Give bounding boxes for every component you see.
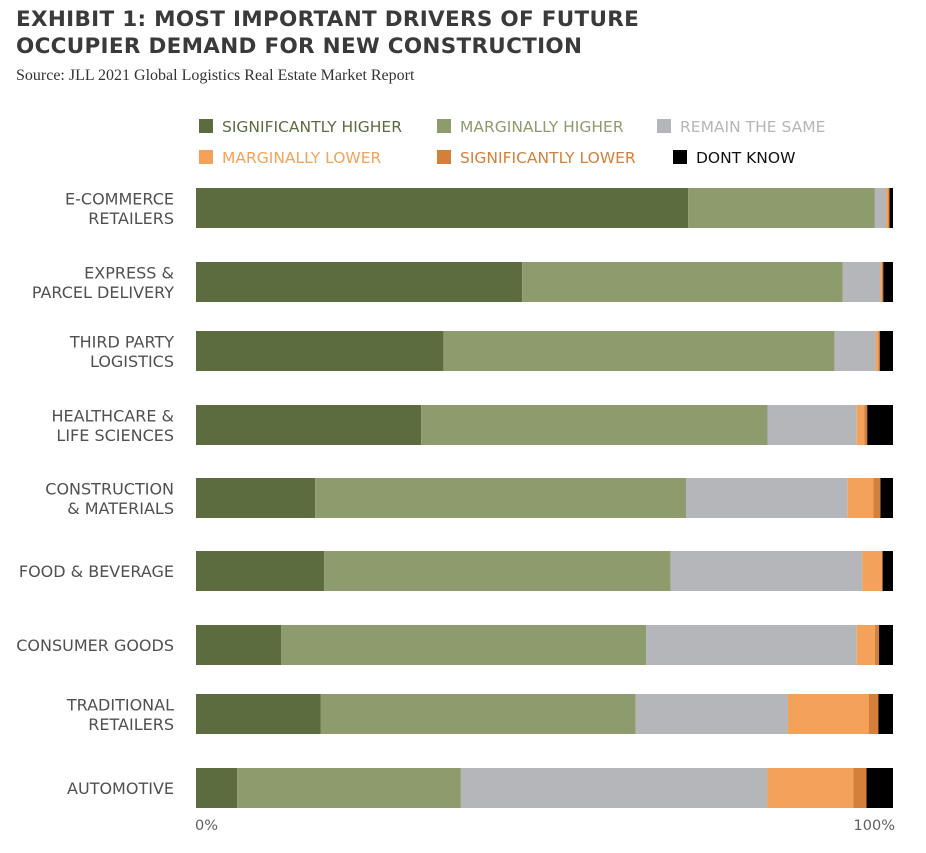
category-label-2-line-1: EXPRESS & bbox=[84, 263, 174, 282]
bar-segment-7-6 bbox=[879, 625, 893, 665]
bar-segment-4-1 bbox=[196, 405, 422, 445]
category-label-7-line-1: CONSUMER GOODS bbox=[16, 636, 174, 655]
bar-segment-5-2 bbox=[315, 478, 686, 518]
bar-segment-3-1 bbox=[196, 331, 444, 371]
bar-segment-9-4 bbox=[767, 768, 854, 808]
bar-segment-2-3 bbox=[842, 262, 881, 302]
bar-segment-8-5 bbox=[868, 694, 879, 734]
bar-segment-4-5 bbox=[864, 405, 868, 445]
chart-title: EXHIBIT 1: MOST IMPORTANT DRIVERS OF FUT… bbox=[16, 6, 639, 60]
chart-title-line-1: EXHIBIT 1: MOST IMPORTANT DRIVERS OF FUT… bbox=[16, 7, 640, 32]
legend-swatch-2 bbox=[437, 119, 451, 133]
bar-segment-4-4 bbox=[856, 405, 865, 445]
bar-segment-4-2 bbox=[421, 405, 768, 445]
legend-swatch-5 bbox=[437, 150, 451, 164]
bar-segment-3-5 bbox=[878, 331, 880, 371]
category-label-3-line-1: THIRD PARTY bbox=[69, 332, 174, 351]
bar-segment-3-6 bbox=[879, 331, 893, 371]
legend-label-6: DONT KNOW bbox=[696, 149, 795, 167]
bar-segment-1-6 bbox=[889, 188, 894, 228]
category-label-2-line-2: PARCEL DELIVERY bbox=[32, 283, 174, 302]
bar-segment-2-2 bbox=[522, 262, 843, 302]
x-tick-label-100: 100% bbox=[854, 818, 895, 834]
bar-segment-7-2 bbox=[281, 625, 647, 665]
bar-segment-5-4 bbox=[847, 478, 874, 518]
bar-segment-2-6 bbox=[883, 262, 893, 302]
bar-segment-4-3 bbox=[767, 405, 857, 445]
bar-segment-6-4 bbox=[862, 551, 883, 591]
bar-segment-1-5 bbox=[888, 188, 890, 228]
legend-swatch-1 bbox=[199, 119, 213, 133]
category-label-3-line-2: LOGISTICS bbox=[90, 352, 174, 371]
category-label-9-line-1: AUTOMOTIVE bbox=[67, 779, 174, 798]
bar-segment-9-1 bbox=[196, 768, 238, 808]
bar-segment-9-2 bbox=[237, 768, 461, 808]
legend-label-4: MARGINALLY LOWER bbox=[222, 149, 382, 167]
bar-segment-6-6 bbox=[882, 551, 893, 591]
bar-segment-9-5 bbox=[853, 768, 867, 808]
category-label-6-line-1: FOOD & BEVERAGE bbox=[19, 562, 174, 581]
bar-segment-2-4 bbox=[880, 262, 882, 302]
legend-swatch-6 bbox=[673, 150, 687, 164]
chart-title-line-2: OCCUPIER DEMAND FOR NEW CONSTRUCTION bbox=[16, 34, 583, 59]
bar-segment-7-3 bbox=[646, 625, 857, 665]
bar-segment-7-4 bbox=[856, 625, 875, 665]
legend-swatch-4 bbox=[199, 150, 213, 164]
bar-segment-6-2 bbox=[324, 551, 671, 591]
category-label-8-line-2: RETAILERS bbox=[88, 715, 174, 734]
bar-segment-6-1 bbox=[196, 551, 325, 591]
bar-segment-8-1 bbox=[196, 694, 321, 734]
bar-segment-1-3 bbox=[874, 188, 887, 228]
x-tick-label-0: 0% bbox=[195, 818, 218, 834]
category-label-1-line-1: E-COMMERCE bbox=[65, 189, 174, 208]
category-label-4-line-2: LIFE SCIENCES bbox=[56, 426, 174, 445]
legend-label-1: SIGNIFICANTLY HIGHER bbox=[222, 118, 402, 136]
category-label-1-line-2: RETAILERS bbox=[88, 209, 174, 228]
bar-segment-8-4 bbox=[787, 694, 869, 734]
legend-label-2: MARGINALLY HIGHER bbox=[460, 118, 624, 136]
legend-label-5: SIGNIFICANTLY LOWER bbox=[460, 149, 636, 167]
bar-segment-7-5 bbox=[874, 625, 880, 665]
bar-segment-5-1 bbox=[196, 478, 316, 518]
bar-segment-3-4 bbox=[875, 331, 879, 371]
bar-segment-1-1 bbox=[196, 188, 689, 228]
chart-source: Source: JLL 2021 Global Logistics Real E… bbox=[16, 67, 415, 84]
legend-label-3: REMAIN THE SAME bbox=[680, 118, 825, 136]
bar-segment-8-2 bbox=[320, 694, 636, 734]
bar-segment-7-1 bbox=[196, 625, 282, 665]
bar-segment-2-1 bbox=[196, 262, 523, 302]
category-label-5-line-2: & MATERIALS bbox=[67, 499, 174, 518]
bar-segment-3-3 bbox=[834, 331, 876, 371]
legend-swatch-3 bbox=[657, 119, 671, 133]
bar-segment-5-3 bbox=[685, 478, 848, 518]
bar-segment-3-2 bbox=[443, 331, 835, 371]
category-label-4-line-1: HEALTHCARE & bbox=[51, 406, 174, 425]
category-label-5-line-1: CONSTRUCTION bbox=[45, 479, 174, 498]
bar-segment-5-6 bbox=[880, 478, 893, 518]
category-label-8-line-1: TRADITIONAL bbox=[66, 695, 174, 714]
bar-segment-8-6 bbox=[878, 694, 893, 734]
bar-segment-4-6 bbox=[867, 405, 893, 445]
bar-segment-1-4 bbox=[886, 188, 889, 228]
bar-segment-6-3 bbox=[670, 551, 863, 591]
bar-segment-1-2 bbox=[688, 188, 875, 228]
bar-segment-9-3 bbox=[460, 768, 768, 808]
bar-segment-2-5 bbox=[881, 262, 884, 302]
bar-segment-9-6 bbox=[866, 768, 893, 808]
bar-segment-5-5 bbox=[873, 478, 881, 518]
bar-segment-8-3 bbox=[635, 694, 788, 734]
